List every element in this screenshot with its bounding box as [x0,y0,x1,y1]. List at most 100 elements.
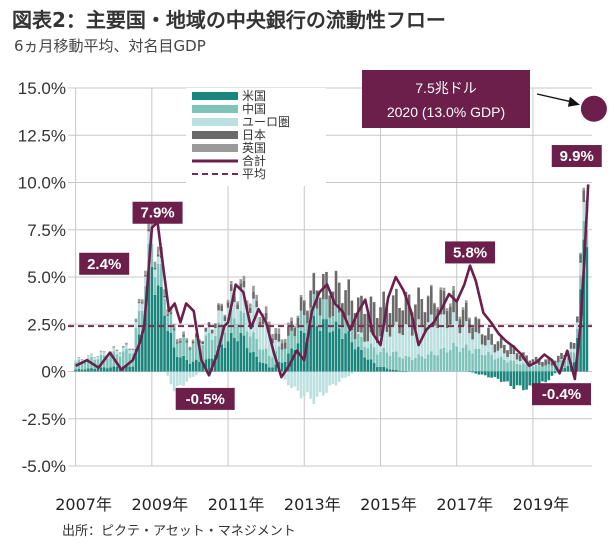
bar-china [245,331,249,349]
bar-euro [277,341,281,347]
bar-china [353,339,357,350]
bar-us [325,319,328,372]
bar-uk [245,300,249,305]
bar-us [280,362,284,372]
bar-euro [87,355,90,359]
bar-euro [93,357,96,360]
bar-us [198,361,201,372]
bar-china [163,298,166,316]
bar-uk [299,294,303,298]
legend-label: 合計 [242,153,266,168]
bar-japan [134,321,138,322]
bar-euro [487,340,490,352]
bar-china [242,312,246,336]
bar-japan [449,306,452,325]
y-tick-label: 10.0% [18,174,66,193]
bar-us [175,356,179,372]
bar-china [382,347,385,367]
bar-japan [210,329,214,334]
bar-us [360,349,363,372]
bar-uk [452,285,455,291]
bar-china [566,357,570,366]
bar-china [407,356,411,372]
bar-china [455,346,459,372]
bar-china [385,352,389,369]
bar-euro [493,352,497,360]
bar-china [417,354,420,372]
bar-japan [242,280,246,288]
y-axis-ticks: 15.0% 12.5% 10.0% 7.5% 5.0% 2.5% 0% -2.5% -5.0% [18,79,66,476]
bar-japan [201,341,204,345]
bar-china [194,337,198,360]
bar-japan [487,327,490,341]
bar-us [309,326,312,372]
bar-japan [506,350,509,358]
bar-us [274,364,277,372]
bar-china [115,354,119,367]
bar-japan [579,254,582,263]
bar-japan [407,294,411,326]
bar-uk [125,342,128,345]
bar-euro [302,371,306,397]
y-tick-label: 5.0% [27,268,66,287]
bar-japan [490,333,493,345]
bar-us [328,332,331,372]
bar-japan [220,305,224,312]
bar-china [585,230,589,248]
bar-euro [99,351,103,355]
bar-euro [141,303,144,311]
legend-label: 中国 [242,101,266,116]
bar-japan [175,342,179,344]
bar-japan [388,313,392,337]
bar-euro [182,371,185,386]
bar-us [585,247,589,372]
bar-euro [121,347,125,352]
data-label-box [532,383,592,406]
bar-uk [280,339,284,344]
bar-japan [204,327,208,332]
bar-china [217,322,220,347]
bar-japan [274,333,277,340]
stacked-bars [74,187,589,404]
bar-us [268,367,271,372]
bar-china [207,332,211,359]
bar-uk [226,299,230,303]
bar-japan [395,288,398,322]
bar-us [125,365,128,372]
bar-china [518,364,522,372]
bar-uk [220,303,224,306]
bar-japan [217,304,220,311]
bar-euro [395,321,398,352]
bar-uk [480,334,484,335]
bar-euro [347,371,351,377]
bar-uk [474,316,478,318]
bar-euro [398,333,401,358]
bar-us [245,348,249,372]
bar-japan [302,301,306,316]
bar-us [109,367,112,372]
bar-china [182,336,185,356]
bar-euro [534,363,538,365]
callout-line1: 7.5兆ドル [415,80,476,96]
bar-us [401,371,405,372]
bar-euro [198,371,201,373]
bar-us [547,371,551,381]
bar-china [109,355,112,368]
bar-china [214,335,217,355]
bar-china [271,357,274,368]
bar-euro [175,371,179,386]
bar-euro [582,202,586,221]
bar-china [153,277,157,295]
bar-china [493,359,497,372]
bar-china [423,358,427,372]
bar-japan [144,274,147,277]
bar-us [156,285,160,372]
bar-china [185,342,189,360]
y-tick-label: -5.0% [22,457,66,476]
bar-china [363,346,366,358]
bar-china [569,352,573,363]
bar-china [366,348,370,360]
bar-japan [331,291,335,317]
